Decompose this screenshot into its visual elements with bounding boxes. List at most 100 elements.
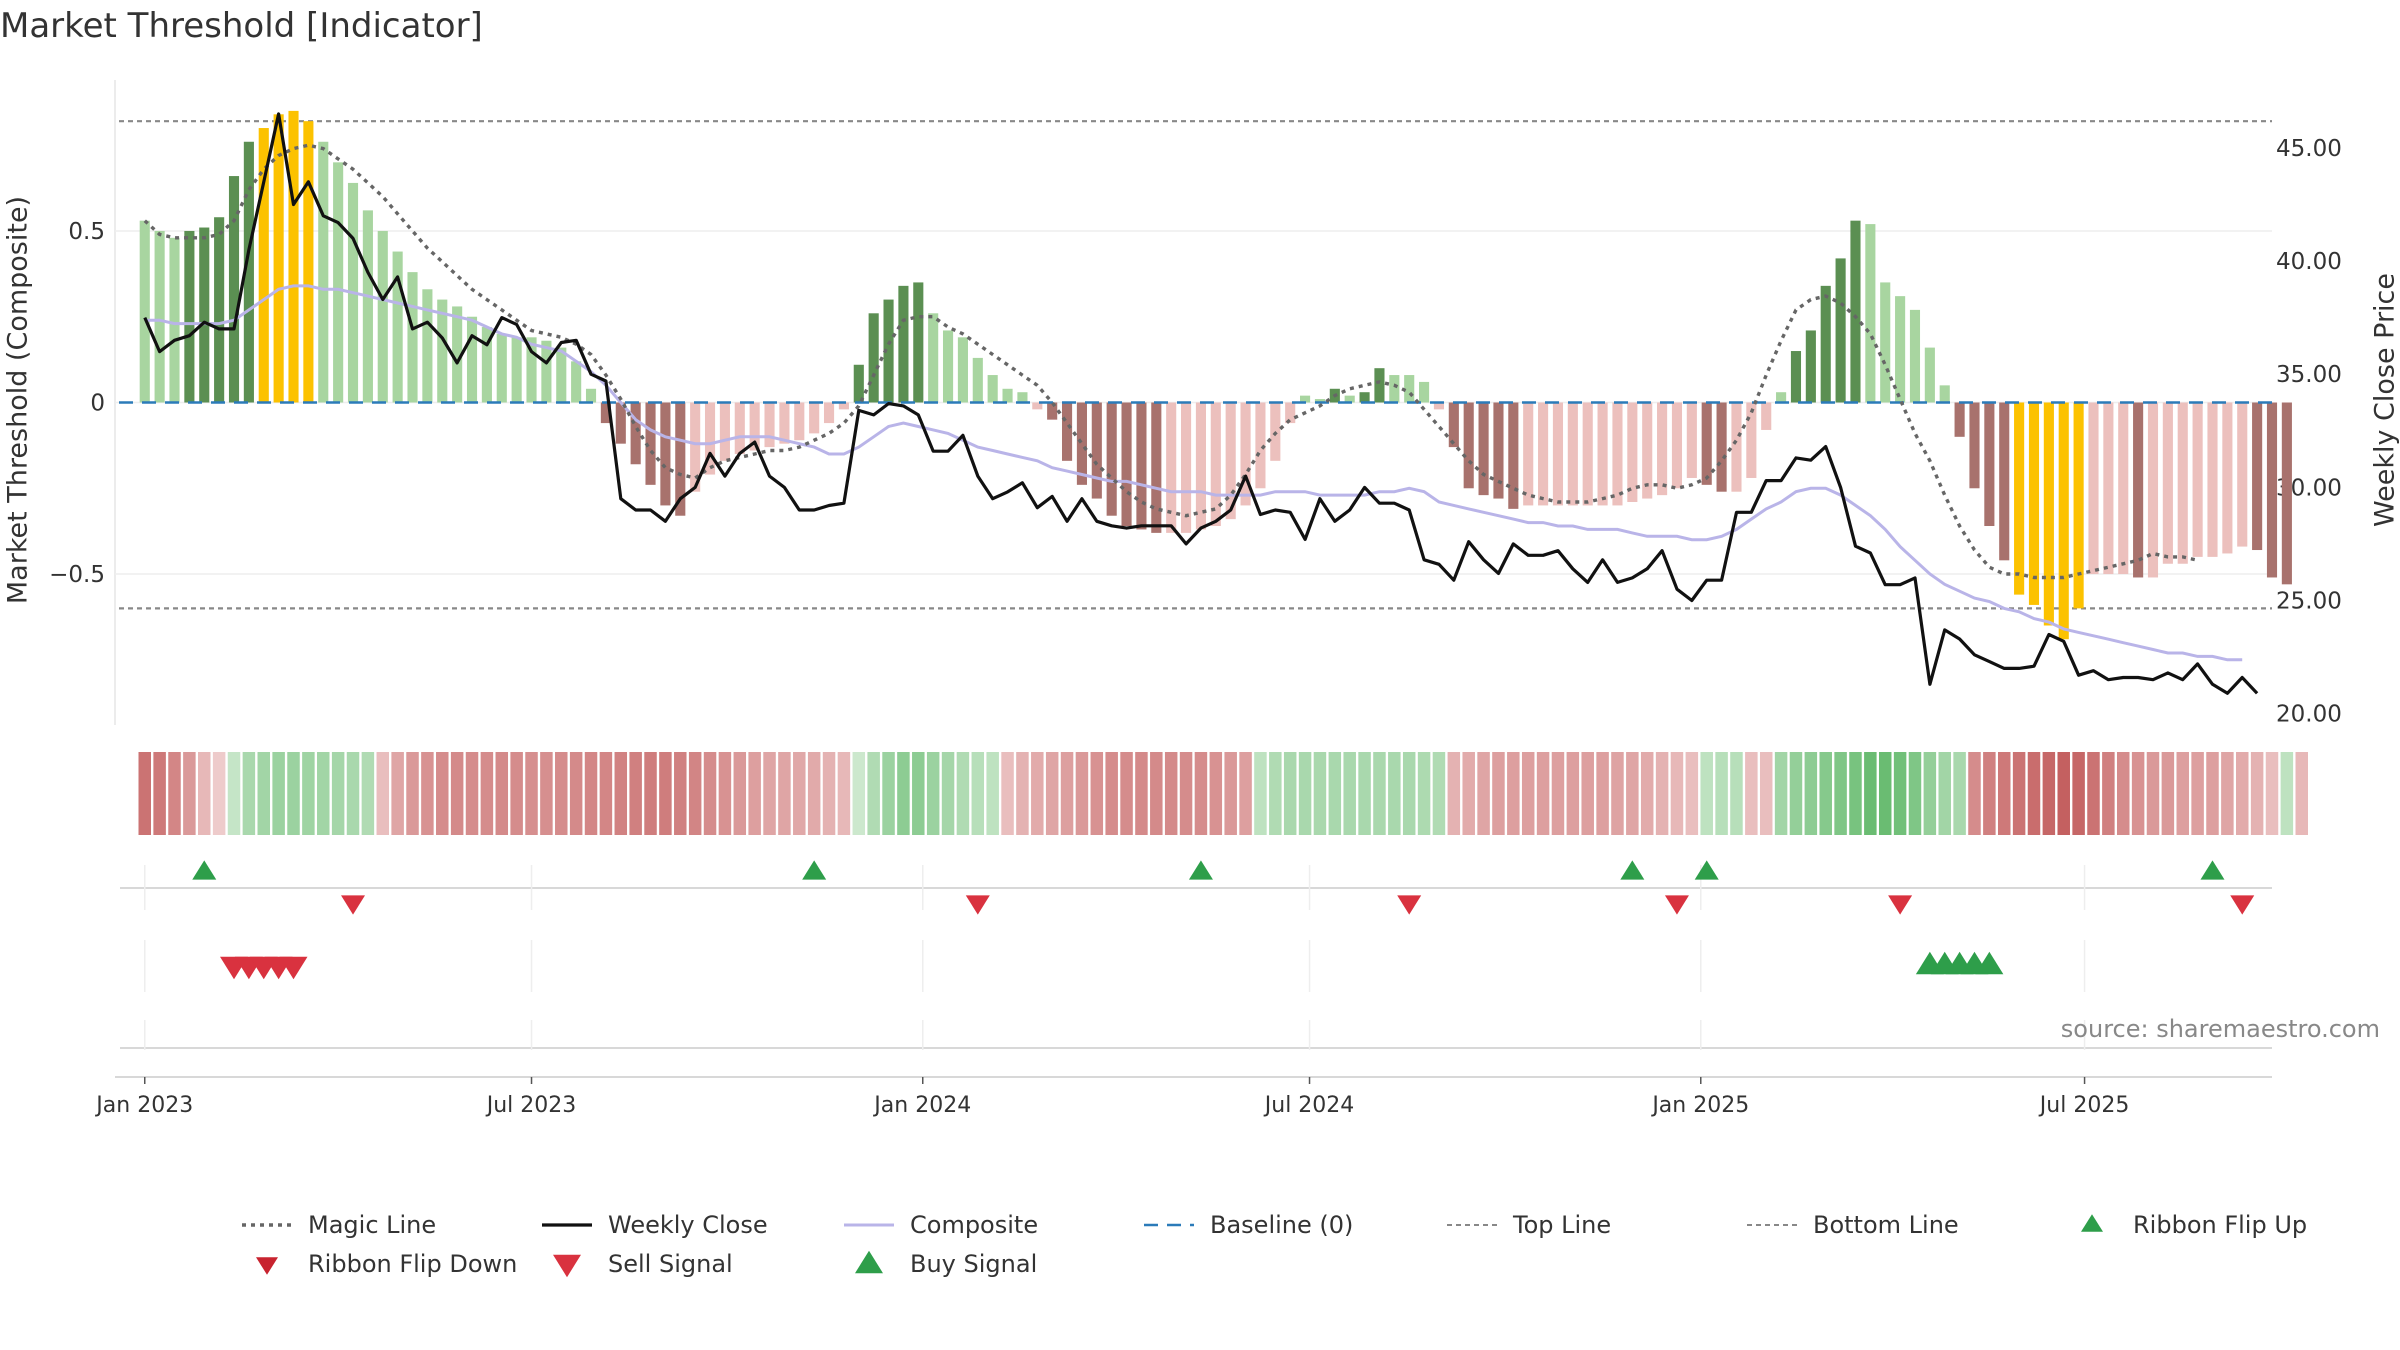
ribbon-cell [703,752,717,835]
ribbon-flip-up-marker [2200,860,2225,880]
composite-bar [675,402,686,516]
y-right-tick-label: 35.00 [2276,362,2342,388]
weekly-close-line [143,112,2259,695]
y-right-tick-label: 25.00 [2276,589,2342,615]
ribbon-cell [688,752,702,835]
y-right-tick-label: 20.00 [2276,702,2342,728]
composite-bar [1805,330,1816,403]
composite-bar [2192,402,2203,557]
ribbon-cell [2102,752,2115,835]
composite-bar [2237,402,2248,547]
composite-bar [2266,402,2278,578]
composite-bar [1389,375,1400,403]
composite-bar [1716,402,1727,492]
x-tick-label: Jul 2024 [1263,1093,1355,1118]
ribbon-cell [1001,752,1014,835]
composite-bar [2073,402,2084,609]
buy-signal-marker [1975,951,2004,975]
ribbon-cell [822,752,836,835]
composite-bar [749,402,760,451]
ribbon-cell [391,752,404,835]
composite-bar [541,340,552,403]
composite-bar [868,313,879,403]
composite-bar [243,141,254,403]
legend-item: Buy Signal [910,1250,1037,1278]
ribbon-cell [540,752,553,835]
legend-item: Baseline (0) [1144,1211,1353,1239]
composite-bar [794,402,805,441]
composite-bar [1508,402,1519,509]
composite-bar [169,237,180,403]
legend-label: Ribbon Flip Down [308,1250,517,1278]
legend-label: Top Line [1512,1211,1611,1239]
composite-bar [1091,402,1102,499]
composite-bar [377,230,388,403]
composite-bar [466,316,478,403]
composite-bar [1374,368,1385,403]
ribbon-cell [1908,752,1922,835]
composite-bar [1999,402,2010,561]
x-tick-label: Jan 2025 [1650,1093,1749,1118]
ribbon-cell [1373,752,1386,835]
composite-bar [779,402,790,444]
composite-bar [2162,402,2173,564]
ribbon-cell [331,752,345,835]
composite-bar [1002,388,1013,403]
ribbon-cell [2027,752,2041,835]
ribbon-cell [1759,752,1773,835]
ribbon-flip-down-marker [965,895,990,915]
ribbon-cell [317,752,330,835]
ribbon-cell [2280,752,2294,835]
ribbon-cell [2250,752,2264,835]
ribbon-cell [1938,752,1951,835]
ribbon-cell [956,752,970,835]
ribbon-cell [1507,752,1520,835]
ribbon-cell [1105,752,1118,835]
composite-bar [154,230,165,403]
composite-bar [2014,402,2025,595]
legend-swatch [855,1250,883,1274]
ribbon-cell [1417,752,1431,835]
ribbon-cell [421,752,434,835]
legend-item: Composite [844,1211,1038,1239]
ribbon-cell [629,752,642,835]
composite-bar [228,176,240,403]
composite-bar [883,299,894,403]
ribbon-cell [971,752,985,835]
composite-bar [214,217,225,403]
ribbon-cell [1774,752,1788,835]
source-attribution: source: sharemaestro.com [2060,1015,2380,1043]
ribbon-cell [644,752,657,835]
ribbon-cell [1254,752,1267,835]
ribbon-cell [1804,752,1818,835]
composite-bar [1017,392,1028,403]
composite-bar [1210,402,1221,527]
ribbon-flip-down-marker [2230,895,2255,915]
legend-item: Ribbon Flip Down [308,1250,517,1278]
ribbon-cell [2191,752,2204,835]
composite-bar [690,402,701,492]
ribbon-cell [510,752,523,835]
composite-bar [362,210,373,403]
y-left-tick-label: −0.5 [49,562,105,588]
composite-bar [1701,402,1712,485]
composite-bar [1582,402,1593,506]
composite-bar [928,313,939,403]
ribbon-cell [183,752,196,835]
ribbon-cell [555,752,568,835]
ribbon-cell [1834,752,1847,835]
ribbon-cell [1997,752,2011,835]
ribbon-cell [153,752,166,835]
composite-bar [1195,402,1206,530]
ribbon-cell [2131,752,2145,835]
composite-bar [511,337,522,403]
composite-bar [1835,258,1846,403]
ribbon-cell [1983,752,1996,835]
ribbon-cell [882,752,895,835]
chart-title: Market Threshold [Indicator] [0,6,483,46]
ribbon-cell [2206,752,2219,835]
composite-bar [823,402,835,424]
y-right-tick-label: 45.00 [2276,136,2342,162]
composite-bar [1567,402,1578,506]
legend-item: Ribbon Flip Up [2133,1211,2307,1239]
